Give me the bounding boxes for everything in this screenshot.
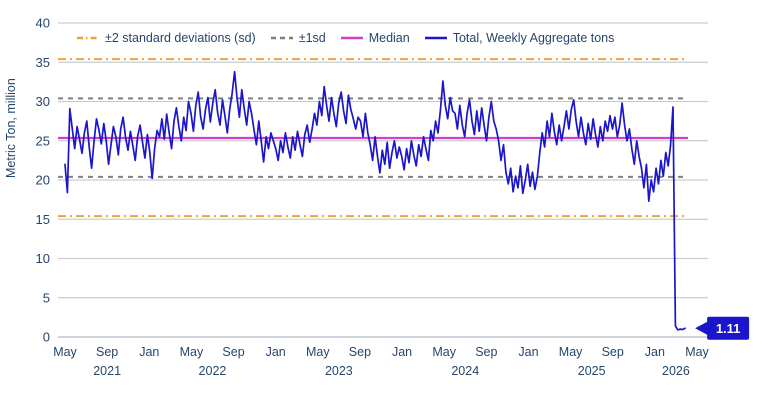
legend-item-median[interactable]: Median xyxy=(340,31,410,45)
legend-item-total[interactable]: Total, Weekly Aggregate tons xyxy=(424,31,615,45)
y-tick-label-15: 15 xyxy=(36,212,50,227)
legend-swatch-median-icon xyxy=(340,36,363,40)
legend: ±2 standard deviations (sd) ±1sd Median … xyxy=(76,31,614,45)
x-tick-label-2: Jan xyxy=(139,345,159,359)
y-tick-label-20: 20 xyxy=(36,173,50,188)
y-tick-label-35: 35 xyxy=(36,55,50,70)
x-year-label-2024: 2024 xyxy=(451,364,479,378)
x-tick-label-12: May xyxy=(559,345,583,359)
x-year-label-2025: 2025 xyxy=(578,364,606,378)
x-tick-label-7: Sep xyxy=(349,345,371,359)
x-year-label-2023: 2023 xyxy=(325,364,353,378)
callout-arrow xyxy=(695,321,709,336)
x-tick-label-0: May xyxy=(53,345,77,359)
y-axis-title: Metric Ton, million xyxy=(4,78,18,178)
x-year-label-2022: 2022 xyxy=(199,364,227,378)
y-tick-label-30: 30 xyxy=(36,94,50,109)
x-tick-label-11: Jan xyxy=(518,345,538,359)
legend-label-median: Median xyxy=(368,31,410,45)
y-tick-label-5: 5 xyxy=(43,290,50,305)
legend-label-1sd: ±1sd xyxy=(298,31,326,45)
legend-swatch-total-icon xyxy=(424,36,447,40)
legend-swatch-2sd-icon xyxy=(77,36,99,40)
x-tick-label-14: Jan xyxy=(645,345,665,359)
x-tick-label-9: May xyxy=(432,345,456,359)
x-tick-label-6: May xyxy=(306,345,330,359)
x-year-label-2026: 2026 xyxy=(662,364,690,378)
legend-item-plus-minus-1sd[interactable]: ±1sd xyxy=(270,31,326,45)
x-year-label-2021: 2021 xyxy=(93,364,121,378)
legend-item-plus-minus-2sd[interactable]: ±2 standard deviations (sd) xyxy=(76,31,256,45)
y-tick-label-40: 40 xyxy=(36,16,50,31)
x-tick-label-10: Sep xyxy=(475,345,497,359)
x-tick-label-8: Jan xyxy=(392,345,412,359)
x-tick-label-5: Jan xyxy=(266,345,286,359)
legend-label-2sd: ±2 standard deviations (sd) xyxy=(105,31,256,45)
x-tick-label-4: Sep xyxy=(222,345,244,359)
callout-box xyxy=(707,316,750,340)
legend-label-total: Total, Weekly Aggregate tons xyxy=(452,31,615,45)
y-tick-label-10: 10 xyxy=(36,251,50,266)
x-tick-label-15: May xyxy=(685,345,709,359)
x-tick-label-3: May xyxy=(180,345,204,359)
y-tick-label-25: 25 xyxy=(36,133,50,148)
legend-swatch-1sd-icon xyxy=(270,36,293,40)
y-tick-label-0: 0 xyxy=(43,330,50,345)
series-total-weekly-aggregate xyxy=(64,70,686,331)
callout-value: 1.11 xyxy=(716,321,741,336)
x-tick-label-13: Sep xyxy=(602,345,624,359)
x-tick-label-1: Sep xyxy=(96,345,118,359)
